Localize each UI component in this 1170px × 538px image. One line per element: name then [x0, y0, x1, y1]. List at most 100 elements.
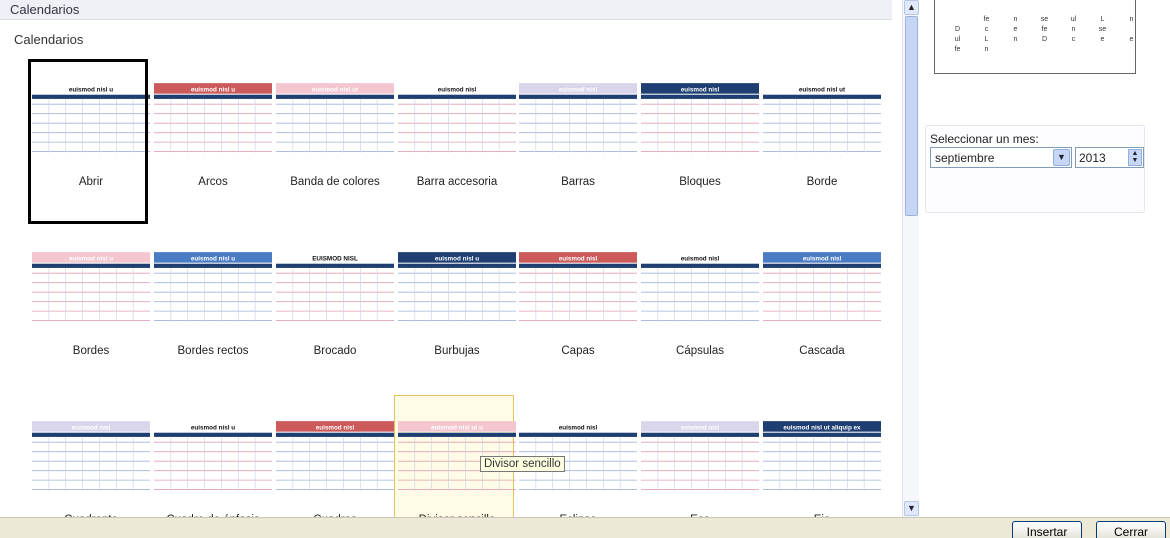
- insert-button[interactable]: Insertar: [1012, 521, 1082, 538]
- preview-cell: ul: [954, 36, 961, 43]
- scroll-up-button[interactable]: ▲: [904, 0, 919, 15]
- template-tile[interactable]: euismod nislEco: [641, 398, 759, 517]
- template-label: Arcos: [198, 176, 228, 188]
- template-tile[interactable]: euismod nisl ut Borde: [763, 60, 881, 224]
- gallery-section-title: Calendarios: [14, 32, 84, 47]
- month-panel: Seleccionar un mes: septiembre ▼ 2013 ▲ ▼: [925, 125, 1145, 213]
- template-title: euismod nisl ut u: [431, 425, 483, 432]
- scroll-thumb[interactable]: [905, 16, 918, 216]
- template-label: Cuadros: [266, 514, 404, 517]
- template-tile[interactable]: euismod nisl Barra accesoria: [398, 60, 516, 224]
- template-title: euismod nisl: [559, 87, 598, 94]
- template-tile[interactable]: euismod nisl ut aliquip exEje: [763, 398, 881, 517]
- preview-cell: [1001, 46, 1030, 53]
- template-tile[interactable]: euismod nisl Cápsulas: [641, 229, 759, 393]
- preview-cell: c: [1071, 36, 1076, 43]
- preview-cell: [1030, 46, 1059, 53]
- template-title: euismod nisl ut: [312, 87, 359, 94]
- template-thumbnail: euismod nisl ut: [763, 83, 881, 153]
- template-title: euismod nisl: [559, 256, 598, 263]
- template-title: euismod nisl: [681, 425, 720, 432]
- template-thumbnail: euismod nisl: [519, 252, 637, 322]
- template-label: Brocado: [313, 345, 357, 357]
- month-value: septiembre: [935, 151, 995, 165]
- preview-cell: fe: [983, 16, 990, 23]
- template-tile[interactable]: euismod nisl Barras: [519, 60, 637, 224]
- template-tile[interactable]: euismod nisl u Bordes: [32, 229, 150, 393]
- preview-cell: fe: [1041, 26, 1048, 33]
- template-title: EUISMOD NISL: [312, 256, 358, 263]
- template-tile[interactable]: euismod nisl u Abrir: [32, 60, 150, 224]
- template-thumbnail: euismod nisl: [641, 83, 759, 153]
- preview-cell: L: [1100, 16, 1105, 23]
- template-tile[interactable]: euismod nislCuadros: [276, 398, 394, 517]
- template-tile[interactable]: euismod nisl uCuadro de énfasis: [154, 398, 272, 517]
- template-label: Borde: [806, 176, 838, 188]
- template-label: Barras: [561, 176, 595, 188]
- preview-cell: ul: [1070, 16, 1077, 23]
- template-label: Bloques: [679, 176, 721, 188]
- template-thumbnail: euismod nisl u: [154, 421, 272, 491]
- template-title: euismod nisl: [438, 87, 477, 94]
- template-label: Burbujas: [434, 345, 480, 357]
- template-tile[interactable]: EUISMOD NISL Brocado: [276, 229, 394, 393]
- template-title: euismod nisl: [681, 87, 720, 94]
- template-thumbnail: euismod nisl: [276, 421, 394, 491]
- preview-cell: [1117, 46, 1146, 53]
- template-tile[interactable]: euismod nislCuadrante: [32, 398, 150, 517]
- template-thumbnail: EUISMOD NISL: [276, 252, 394, 322]
- preview-cell: e: [1100, 36, 1105, 43]
- gallery-scrollbar[interactable]: ▲ ▼: [902, 0, 919, 517]
- selection-frame: [28, 59, 148, 224]
- template-label: Bordes: [72, 345, 110, 357]
- template-thumbnail: euismod nisl u: [32, 83, 150, 153]
- preview-cell: D: [954, 26, 961, 33]
- template-title: euismod nisl ut aliquip ex: [783, 425, 861, 432]
- template-tile[interactable]: euismod nisl Bloques: [641, 60, 759, 224]
- preview-cell: [1117, 26, 1146, 33]
- template-title: euismod nisl: [681, 256, 720, 263]
- scroll-down-button[interactable]: ▼: [904, 501, 919, 516]
- template-label: Eje: [753, 514, 891, 517]
- year-spinner[interactable]: 2013 ▲ ▼: [1075, 147, 1144, 168]
- template-tile[interactable]: euismod nisl u Burbujas: [398, 229, 516, 393]
- template-title: euismod nisl ut: [799, 87, 846, 94]
- template-label: Cuadro de énfasis: [144, 514, 282, 517]
- template-thumbnail: euismod nisl ut aliquip ex: [763, 421, 881, 491]
- chevron-down-icon[interactable]: ▼: [1053, 149, 1070, 166]
- year-value: 2013: [1079, 151, 1106, 165]
- month-label: Seleccionar un mes:: [930, 132, 1039, 146]
- preview-cell: c: [984, 26, 989, 33]
- template-label: Abrir: [78, 176, 104, 188]
- template-thumbnail: euismod nisl: [641, 421, 759, 491]
- preview-cell: se: [1040, 16, 1049, 23]
- month-select[interactable]: septiembre ▼: [930, 147, 1072, 168]
- preview-cell: se: [1098, 26, 1107, 33]
- template-label: Eclipse: [509, 514, 647, 517]
- template-tile[interactable]: euismod nisl ut Banda de colores: [276, 60, 394, 224]
- template-tile[interactable]: euismod nisl Capas: [519, 229, 637, 393]
- preview-cell: n: [1013, 16, 1018, 23]
- template-title: euismod nisl u: [191, 256, 235, 263]
- template-title: euismod nisl u: [191, 425, 235, 432]
- preview-cell: n: [984, 46, 989, 53]
- template-thumbnail: euismod nisl u: [154, 83, 272, 153]
- close-button[interactable]: Cerrar: [1096, 521, 1166, 538]
- template-tile[interactable]: euismod nisl u Bordes rectos: [154, 229, 272, 393]
- template-thumbnail: euismod nisl u: [154, 252, 272, 322]
- calendar-gallery: Calendarios euismod nisl u Abrir euismod n…: [0, 20, 902, 517]
- template-tile[interactable]: euismod nisl Cascada: [763, 229, 881, 393]
- preview-cell: [1059, 46, 1088, 53]
- button-bar: Insertar Cerrar: [0, 517, 1170, 538]
- template-thumbnail: euismod nisl u: [398, 252, 516, 322]
- template-title: euismod nisl u: [191, 87, 235, 94]
- template-tile[interactable]: euismod nisl u Arcos: [154, 60, 272, 224]
- preview-cell: L: [984, 36, 989, 43]
- template-label: Eco: [631, 514, 769, 517]
- spin-arrows-icon[interactable]: ▲ ▼: [1128, 149, 1142, 166]
- template-tile[interactable]: euismod nislEclipse: [519, 398, 637, 517]
- template-label: Cápsulas: [676, 345, 724, 357]
- template-thumbnail: euismod nisl u: [32, 252, 150, 322]
